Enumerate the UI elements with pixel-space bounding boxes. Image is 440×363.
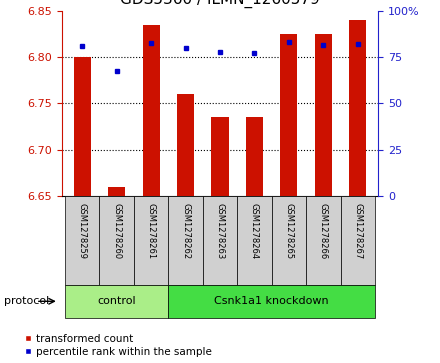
Bar [341,196,375,285]
Bar [134,196,169,285]
Bar [143,25,160,196]
Bar [99,196,134,285]
Bar [65,285,169,318]
Text: GSM1278260: GSM1278260 [112,203,121,259]
Bar [315,34,332,196]
Text: GSM1278264: GSM1278264 [250,203,259,259]
Bar [211,117,229,196]
Bar [349,20,367,196]
Text: Csnk1a1 knockdown: Csnk1a1 knockdown [214,296,329,306]
Text: control: control [97,296,136,306]
Bar [108,187,125,196]
Bar [73,57,91,196]
Bar [169,285,375,318]
Text: GSM1278259: GSM1278259 [78,203,87,259]
Text: GSM1278262: GSM1278262 [181,203,190,259]
Legend: transformed count, percentile rank within the sample: transformed count, percentile rank withi… [23,333,213,358]
Bar [203,196,237,285]
Bar [246,117,263,196]
Text: GSM1278263: GSM1278263 [216,203,224,260]
Text: GSM1278265: GSM1278265 [284,203,293,259]
Text: GSM1278267: GSM1278267 [353,203,362,260]
Bar [169,196,203,285]
Bar [237,196,271,285]
Bar [65,196,99,285]
Title: GDS5360 / ILMN_1260579: GDS5360 / ILMN_1260579 [120,0,320,8]
Bar [280,34,297,196]
Bar [306,196,341,285]
Text: protocol: protocol [4,296,50,306]
Text: GSM1278266: GSM1278266 [319,203,328,260]
Bar [177,94,194,196]
Text: GSM1278261: GSM1278261 [147,203,156,259]
Bar [271,196,306,285]
